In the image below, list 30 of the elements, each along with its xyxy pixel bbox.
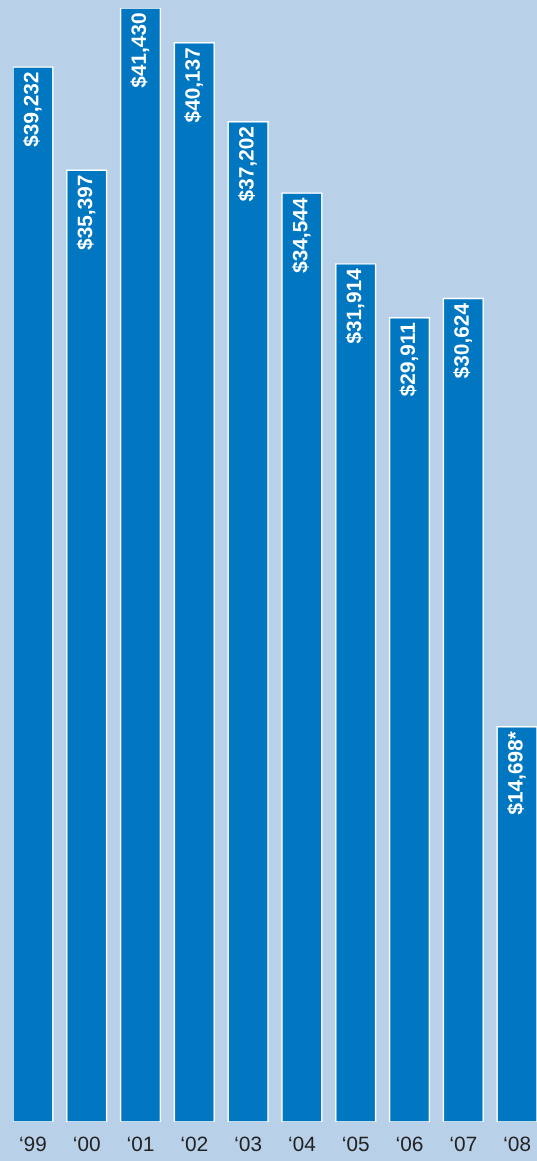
x-tick-label: ‘04 [289,1136,316,1152]
bar [119,8,162,1122]
data-label: $34,544 [291,197,311,273]
data-label: $31,914 [345,268,365,344]
data-label: $41,430 [130,13,150,88]
data-label: $39,232 [22,72,42,147]
x-tick-label: ‘01 [127,1136,154,1152]
bar [66,169,108,1122]
bar [388,317,431,1122]
data-label: $37,202 [238,126,257,202]
x-tick-label: ‘99 [20,1136,46,1152]
bar [173,42,215,1122]
data-label: $35,397 [76,175,96,250]
bar [13,66,54,1122]
x-tick-label: ‘05 [343,1136,369,1152]
x-tick-label: ‘07 [450,1136,477,1152]
x-tick-label: ‘06 [396,1136,423,1152]
data-label: $30,624 [453,303,472,379]
data-label: $29,911 [399,322,419,397]
bar [281,192,323,1122]
x-tick-label: ‘03 [235,1136,262,1152]
x-tick-label: ‘02 [181,1136,208,1152]
data-label: $40,137 [184,48,203,123]
x-tick-label: ‘08 [504,1136,531,1152]
bar [496,726,537,1122]
data-label: $14,698* [507,731,526,815]
bar [227,120,269,1122]
bar [335,263,377,1122]
x-tick-label: ‘00 [74,1136,100,1152]
bar [442,297,484,1122]
